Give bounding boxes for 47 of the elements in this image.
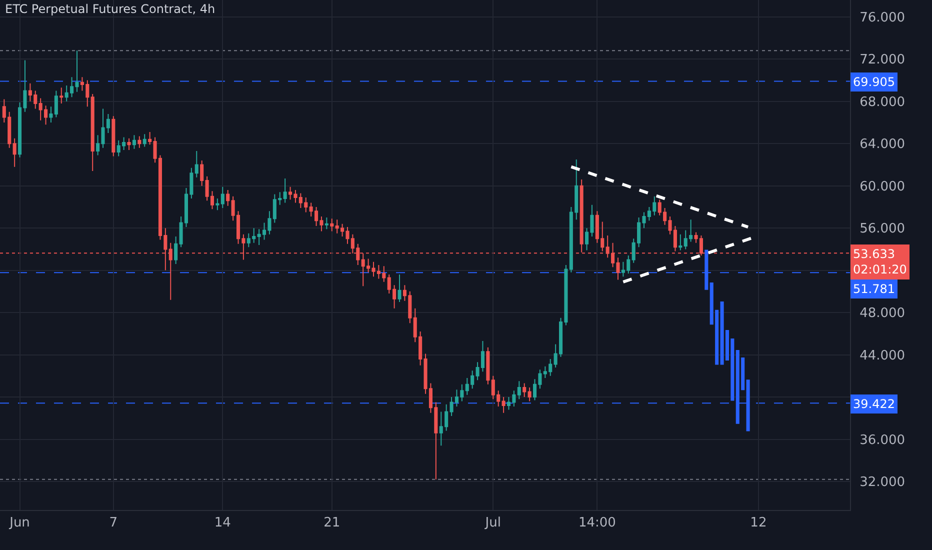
x-tick-label: 12	[750, 516, 767, 531]
candlestick	[138, 136, 142, 148]
y-tick-label: 44.000	[860, 348, 906, 364]
candlestick	[226, 190, 230, 206]
y-tick-label: 64.000	[860, 137, 906, 152]
candlestick	[112, 116, 116, 157]
y-tick-label: 48.000	[860, 306, 906, 322]
chart-title: ETC Perpetual Futures Contract, 4h	[5, 2, 216, 16]
candlestick	[283, 178, 287, 204]
candlestick	[398, 274, 402, 302]
y-tick-label: 36.000	[860, 432, 906, 448]
candlestick	[132, 134, 136, 150]
candlestick	[502, 396, 506, 414]
candlestick	[142, 134, 146, 148]
ref-line-label: 39.422	[853, 397, 895, 411]
candlestick	[60, 87, 64, 104]
candlestick	[200, 160, 204, 186]
candlestick	[678, 234, 682, 251]
x-tick-label: Jun	[8, 516, 30, 531]
y-tick-label: 72.000	[860, 52, 906, 68]
candlestick	[486, 346, 490, 385]
ref-line-label: 51.781	[853, 282, 895, 296]
y-tick-label: 32.000	[860, 475, 906, 490]
candlestick	[330, 218, 334, 232]
x-tick-label: 7	[109, 516, 118, 531]
ref-line-label: 69.905	[853, 75, 895, 89]
candlestick	[522, 382, 526, 398]
y-tick-label: 76.000	[860, 10, 906, 26]
ref-line-label: 53.633 02:01:20	[853, 247, 907, 277]
candlestick	[580, 179, 584, 253]
candlestick	[517, 380, 521, 400]
y-tick-label: 56.000	[860, 222, 906, 237]
x-tick-label: 14	[214, 516, 231, 531]
x-tick-label: Jul	[484, 516, 501, 531]
candlestick	[12, 138, 16, 168]
candlestick	[194, 150, 198, 178]
candlestick	[220, 186, 224, 209]
candlestick	[324, 217, 328, 230]
x-tick-label: 21	[324, 516, 340, 531]
candlestick	[90, 93, 94, 172]
candlestick	[216, 198, 220, 211]
x-tick-label: 14:00	[578, 516, 616, 531]
candlestick	[174, 236, 178, 264]
candlestick	[127, 138, 131, 150]
y-tick-label: 60.000	[860, 179, 906, 194]
candlestick	[528, 387, 532, 402]
y-tick-label: 68.000	[860, 94, 906, 110]
